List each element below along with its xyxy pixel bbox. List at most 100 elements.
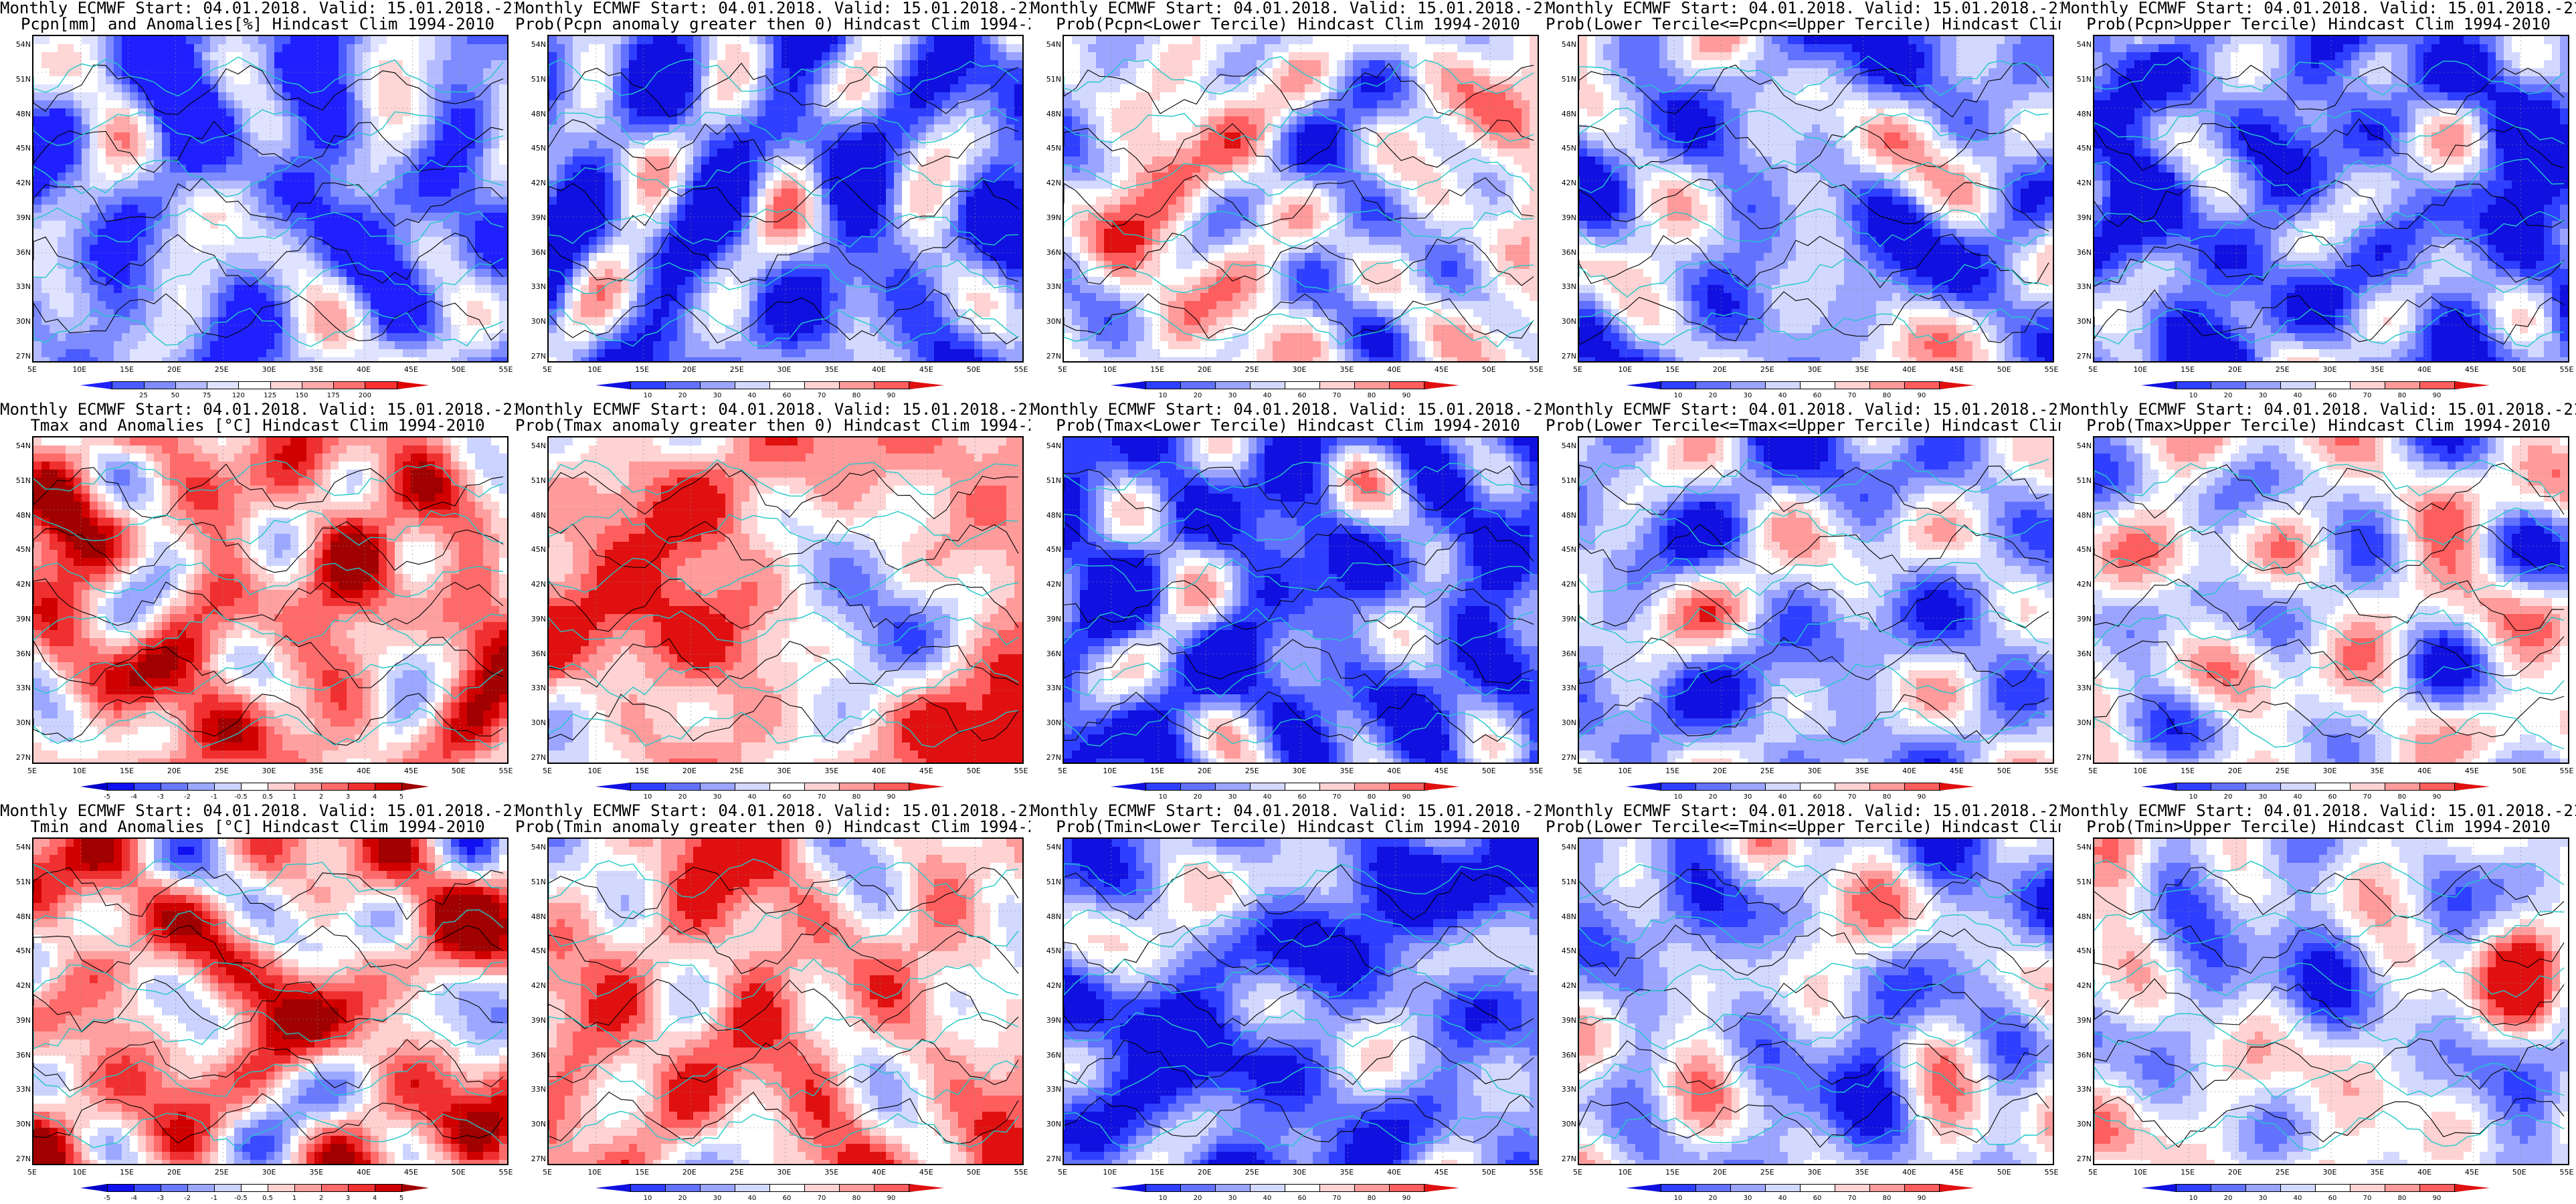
latitude-tick-label: 51N [517,476,546,485]
colorbar-swatch [2245,1184,2281,1192]
colorbar-label: 10 [1153,392,1173,399]
map-panel: Monthly ECMWF Start: 04.01.2018. Valid: … [0,803,515,1204]
colorbar-swatch [1285,783,1320,791]
longitude-tick-label: 5E [1564,767,1591,775]
colorbar-label: -5 [97,1195,117,1202]
colorbar-swatch [1695,783,1731,791]
colorbar-swatch [1869,783,1905,791]
longitude-tick-label: 50E [1475,1168,1502,1177]
latitude-tick-label: 30N [1032,317,1061,326]
latitude-tick-label: 48N [2062,912,2092,921]
latitude-tick-label: 42N [1032,179,1061,187]
longitude-tick-label: 55E [2038,767,2065,775]
colorbar-swatch [134,1184,161,1192]
colorbar-swatch [161,1184,188,1192]
panel-title-line1: Monthly ECMWF Start: 04.01.2018. Valid: … [2061,401,2576,418]
colorbar-swatch [107,1184,134,1192]
colorbar-label: 10 [638,793,658,801]
colorbar-label: 10 [2183,392,2203,399]
latitude-tick-label: 36N [1032,248,1061,257]
latitude-tick-label: 30N [2062,718,2092,727]
longitude-tick-label: 10E [1612,767,1639,775]
colorbar-label: 2 [311,1195,331,1202]
panel-title-line1: Monthly ECMWF Start: 04.01.2018. Valid: … [2061,803,2576,819]
latitude-tick-label: 51N [1032,878,1061,886]
longitude-tick-label: 50E [960,365,987,374]
latitude-tick-label: 54N [517,441,546,450]
longitude-tick-label: 30E [256,365,282,374]
colorbar-swatch [804,381,840,389]
longitude-tick-label: 30E [1801,1168,1828,1177]
longitude-tick-label: 35E [818,365,845,374]
longitude-tick-label: 30E [771,365,798,374]
longitude-tick-label: 20E [676,767,703,775]
panel-title-line1: Monthly ECMWF Start: 04.01.2018. Valid: … [1030,0,1546,17]
colorbar-label: -1 [204,1195,224,1202]
longitude-tick-label: 40E [2411,365,2438,374]
colorbar-label: 40 [2288,1195,2308,1202]
forecast-field-svg [1064,437,1538,763]
latitude-tick-label: 39N [1547,615,1576,623]
colorbar-label: 10 [638,392,658,399]
longitude-tick-label: 50E [960,767,987,775]
colorbar-swatch [1111,381,1146,389]
latitude-tick-label: 39N [2062,615,2092,623]
colorbar-label: 25 [134,392,154,399]
colorbar-swatch [2315,381,2351,389]
colorbar-label: -3 [151,793,171,801]
longitude-tick-label: 45E [397,767,424,775]
latitude-tick-label: 27N [517,1155,546,1163]
latitude-tick-label: 39N [1032,1016,1061,1025]
colorbar-label: 0.5 [258,1195,278,1202]
colorbar-label: 60 [2322,793,2342,801]
longitude-tick-label: 40E [1896,1168,1923,1177]
longitude-tick-label: 35E [2364,365,2391,374]
forecast-map [32,837,509,1165]
colorbar-swatch [769,783,805,791]
latitude-tick-label: 45N [1,946,31,955]
latitude-tick-label: 45N [1032,946,1061,955]
longitude-tick-label: 55E [2553,365,2576,374]
colorbar-swatch [1424,381,1459,389]
longitude-tick-label: 55E [492,1168,519,1177]
colorbar-label: 40 [1772,793,1792,801]
longitude-tick-label: 45E [397,1168,424,1177]
colorbar-label: 70 [812,793,832,801]
colorbar-swatch [1730,1184,1766,1192]
map-panel: Monthly ECMWF Start: 04.01.2018. Valid: … [2061,0,2576,401]
map-panel: Monthly ECMWF Start: 04.01.2018. Valid: … [1030,0,1546,401]
colorbar-swatch [595,1184,631,1192]
panel-title-line2: Tmax and Anomalies [°C] Hindcast Clim 19… [0,417,515,434]
latitude-tick-label: 33N [517,1085,546,1094]
colorbar-label: 90 [881,1195,901,1202]
colorbar-swatch [1904,783,1940,791]
colorbar-swatch [735,1184,770,1192]
map-panel: Monthly ECMWF Start: 04.01.2018. Valid: … [1546,401,2061,803]
longitude-tick-label: 45E [2458,1168,2485,1177]
longitude-tick-label: 20E [1191,767,1218,775]
longitude-tick-label: 35E [2364,1168,2391,1177]
colorbar-label: 80 [1362,1195,1382,1202]
colorbar-label: 80 [1877,392,1897,399]
colorbar-swatch [1730,381,1766,389]
longitude-tick-label: 10E [2127,1168,2154,1177]
colorbar: 10 20 30 40 60 70 80 90 [2141,783,2490,801]
longitude-tick-label: 55E [2553,767,2576,775]
longitude-tick-label: 10E [66,365,93,374]
longitude-tick-label: 35E [303,767,330,775]
latitude-tick-label: 54N [1032,843,1061,851]
panel-title-line1: Monthly ECMWF Start: 04.01.2018. Valid: … [0,0,515,17]
colorbar-swatch [2280,381,2316,389]
panel-title-line2: Prob(Tmax>Upper Tercile) Hindcast Clim 1… [2061,417,2576,434]
latitude-tick-label: 27N [2062,352,2092,361]
colorbar-label: -5 [97,793,117,801]
colorbar-label: 40 [1772,1195,1792,1202]
colorbar-swatch [1424,783,1459,791]
latitude-tick-label: 42N [517,580,546,589]
longitude-tick-label: 35E [1333,767,1360,775]
colorbar-label: 80 [1877,793,1897,801]
colorbar-label: 90 [1396,793,1416,801]
panel-title-line1: Monthly ECMWF Start: 04.01.2018. Valid: … [1546,803,2061,819]
latitude-tick-label: 42N [1547,580,1576,589]
latitude-tick-label: 39N [517,615,546,623]
